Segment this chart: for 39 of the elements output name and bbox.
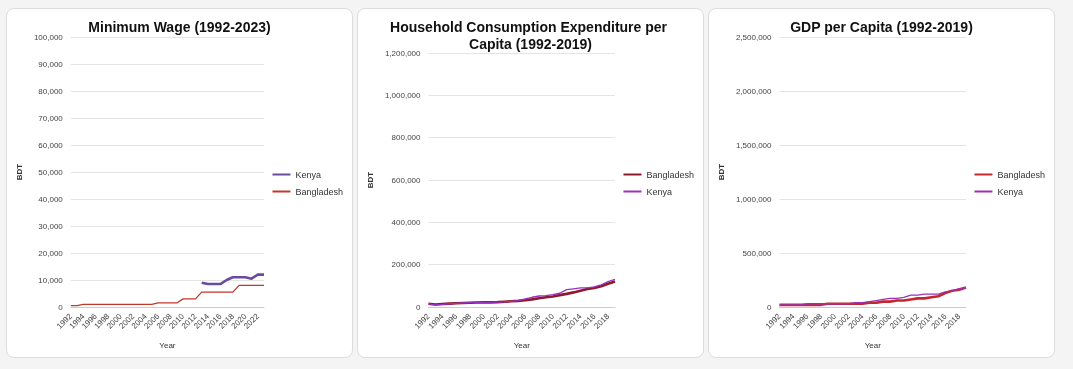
y-tick-label: 50,000	[38, 167, 64, 177]
y-tick-label: 800,000	[391, 133, 422, 143]
y-tick-label: 0	[416, 302, 422, 312]
x-axis-title: Year	[159, 340, 176, 350]
y-tick-label: 2,000,000	[735, 86, 773, 96]
y-tick-label: 70,000	[38, 113, 64, 123]
y-tick-label: 1,000,000	[735, 194, 773, 204]
x-axis-title: Year	[864, 340, 882, 350]
y-tick-label: 500,000	[742, 248, 773, 258]
x-axis-title: Year	[513, 340, 531, 350]
legend-label: Kenya	[997, 186, 1023, 197]
y-tick-label: 2,500,000	[735, 32, 773, 42]
y-axis-title: BDT	[716, 163, 726, 181]
y-tick-label: 1,500,000	[735, 140, 773, 150]
legend-label: Kenya	[295, 169, 321, 180]
y-axis-title: BDT	[365, 171, 375, 189]
chart-title: GDP per Capita (1992-2019)	[790, 18, 973, 35]
legend-label: Bangladesh	[997, 169, 1046, 180]
y-axis-title: BDT	[14, 163, 24, 181]
y-tick-label: 200,000	[391, 260, 422, 270]
line-series	[70, 284, 265, 307]
y-tick-label: 20,000	[38, 248, 64, 258]
y-tick-label: 80,000	[38, 86, 64, 96]
legend-label: Bangladesh	[295, 186, 344, 197]
legend-label: Kenya	[646, 186, 672, 197]
legend-label: Bangladesh	[646, 169, 695, 180]
y-tick-label: 0	[58, 302, 64, 312]
y-tick-label: 10,000	[38, 275, 64, 285]
y-tick-label: 30,000	[38, 221, 64, 231]
y-tick-label: 60,000	[38, 140, 64, 150]
y-tick-label: 400,000	[391, 217, 422, 227]
y-tick-label: 90,000	[38, 59, 64, 69]
chart-title: Minimum Wage (1992-2023)	[88, 18, 271, 35]
y-tick-label: 1,000,000	[384, 90, 422, 100]
y-tick-label: 0	[767, 302, 773, 312]
line-series	[200, 273, 266, 286]
y-tick-label: 600,000	[391, 175, 422, 185]
y-tick-label: 100,000	[33, 32, 64, 42]
y-tick-label: 40,000	[38, 194, 64, 204]
